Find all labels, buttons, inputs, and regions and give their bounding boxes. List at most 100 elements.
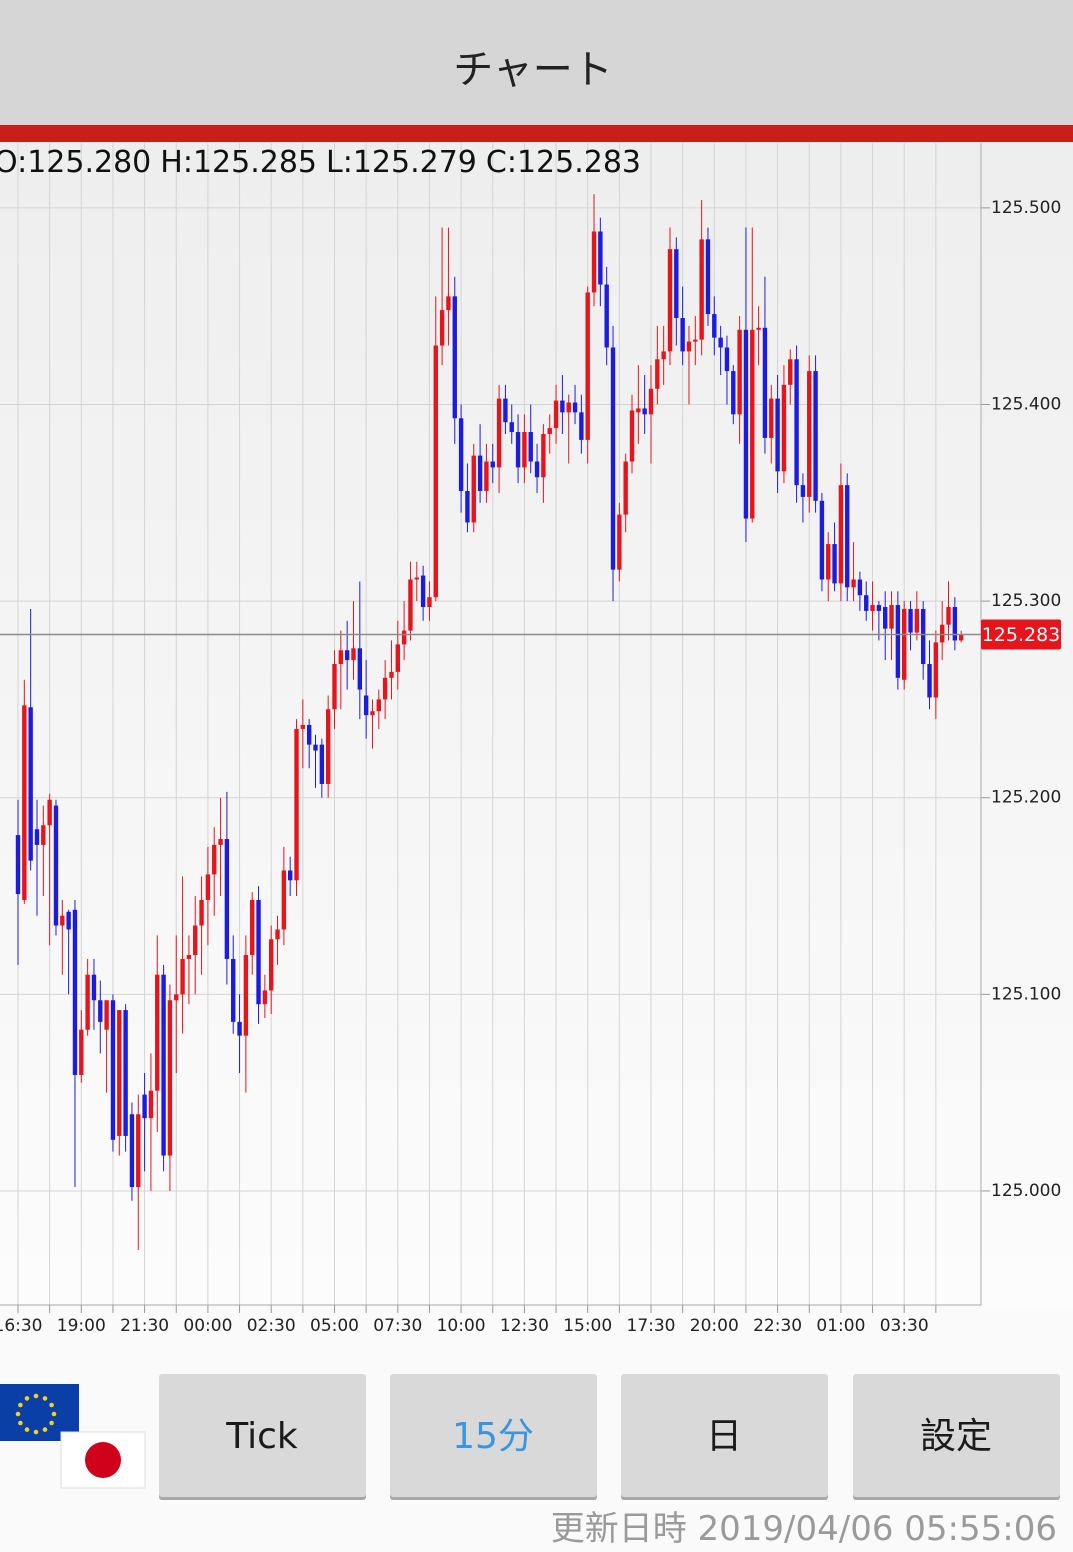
candle-body: [712, 314, 717, 338]
candle-body: [382, 677, 388, 700]
candle-body: [661, 351, 666, 360]
candle-body: [357, 648, 363, 690]
candle-body: [420, 575, 426, 608]
candle-body: [408, 579, 413, 631]
candle-body: [186, 955, 192, 959]
ohlc-value: 125.280: [27, 145, 151, 180]
candle-body: [269, 939, 274, 991]
current-price-box: [981, 619, 1061, 650]
tab-button[interactable]: 日: [621, 1374, 828, 1500]
candle-body: [902, 608, 907, 680]
y-tick-label: 125.200: [991, 788, 1061, 808]
x-tick-label: 01:00: [816, 1316, 865, 1336]
candle-body: [287, 870, 293, 881]
candle-body: [306, 724, 312, 745]
candle-body: [541, 433, 546, 478]
candle-body: [958, 634, 964, 641]
app-bar: [0, 0, 1073, 125]
y-tick-label: 125.100: [991, 984, 1061, 1004]
candle-body: [110, 1000, 116, 1140]
candle-body: [104, 1000, 109, 1030]
candle-body: [819, 500, 825, 580]
candle-body: [579, 412, 584, 440]
candle-body: [458, 418, 464, 492]
candle-body: [117, 1010, 122, 1136]
x-tick-label: 00:00: [183, 1316, 232, 1336]
candle-body: [136, 1114, 141, 1188]
candle-body: [598, 231, 603, 285]
x-tick-label: 02:30: [247, 1316, 296, 1336]
tab-button[interactable]: Tick: [159, 1374, 366, 1500]
x-tick-label: 05:00: [310, 1316, 359, 1336]
candle-body: [832, 544, 837, 584]
candle-body: [471, 455, 476, 523]
candle-body: [338, 650, 344, 665]
candle-body: [465, 491, 470, 523]
candle-body: [496, 398, 502, 468]
candle-body: [79, 1029, 84, 1075]
tab-button[interactable]: 設定: [853, 1374, 1060, 1500]
candle-body: [509, 422, 514, 433]
candle-body: [927, 664, 932, 698]
candle-body: [845, 485, 850, 588]
x-tick-label: 20:00: [690, 1316, 739, 1336]
candle-body: [553, 400, 559, 429]
candle-body: [718, 337, 723, 348]
candle-body: [693, 339, 698, 342]
candle-body: [72, 909, 78, 1075]
candle-body: [224, 839, 230, 959]
candle-body: [889, 605, 894, 629]
candle-body: [629, 410, 635, 462]
tab-button[interactable]: 15分: [390, 1374, 597, 1500]
candle-body: [439, 310, 445, 346]
jp-flag: [60, 1431, 146, 1489]
button-label: Tick: [225, 1416, 298, 1457]
ohlc-key: H:: [160, 145, 193, 180]
y-tick-label: 125.500: [991, 198, 1061, 218]
candle-body: [864, 595, 869, 611]
candle-body: [743, 329, 749, 519]
candle-body: [705, 239, 711, 315]
candle-body: [370, 711, 375, 716]
ohlc-key: O:: [0, 145, 27, 180]
candle-body: [212, 844, 217, 875]
candle-body: [205, 874, 211, 900]
candle-body: [952, 607, 958, 641]
candle-body: [610, 347, 616, 570]
candle-body: [895, 605, 901, 678]
update-time: 更新日時 2019/04/06 05:55:06: [551, 1509, 1057, 1549]
candle-body: [876, 605, 882, 611]
y-tick-label: 125.400: [991, 394, 1061, 414]
candle-body: [939, 624, 945, 643]
candle-body: [427, 597, 432, 608]
x-tick-label: 12:30: [500, 1316, 549, 1336]
candle-body: [680, 317, 685, 352]
x-tick-label: 03:30: [880, 1316, 929, 1336]
candle-body: [300, 724, 306, 729]
candle-body: [363, 695, 369, 716]
candle-body: [193, 925, 198, 956]
ohlc-value: 125.283: [517, 145, 641, 180]
candle-body: [452, 296, 457, 419]
candle-body: [123, 1010, 128, 1136]
candle-body: [180, 958, 185, 995]
candle-body: [794, 359, 799, 486]
candle-body: [85, 974, 90, 1030]
candle-body: [769, 398, 774, 438]
candle-body: [351, 648, 356, 661]
x-tick-label: 17:30: [627, 1316, 676, 1336]
candle-body: [47, 799, 52, 826]
candle-body: [243, 955, 249, 1036]
candle-body: [503, 398, 508, 423]
candle-body: [674, 249, 679, 318]
candle-body: [737, 329, 742, 415]
candle-body: [870, 605, 875, 611]
candle-body: [34, 829, 40, 845]
candle-body: [281, 870, 287, 930]
candle-body: [756, 327, 761, 330]
candle-body: [250, 899, 255, 956]
candle-body: [155, 974, 160, 1091]
candle-body: [560, 400, 565, 413]
candle-body: [585, 292, 590, 440]
